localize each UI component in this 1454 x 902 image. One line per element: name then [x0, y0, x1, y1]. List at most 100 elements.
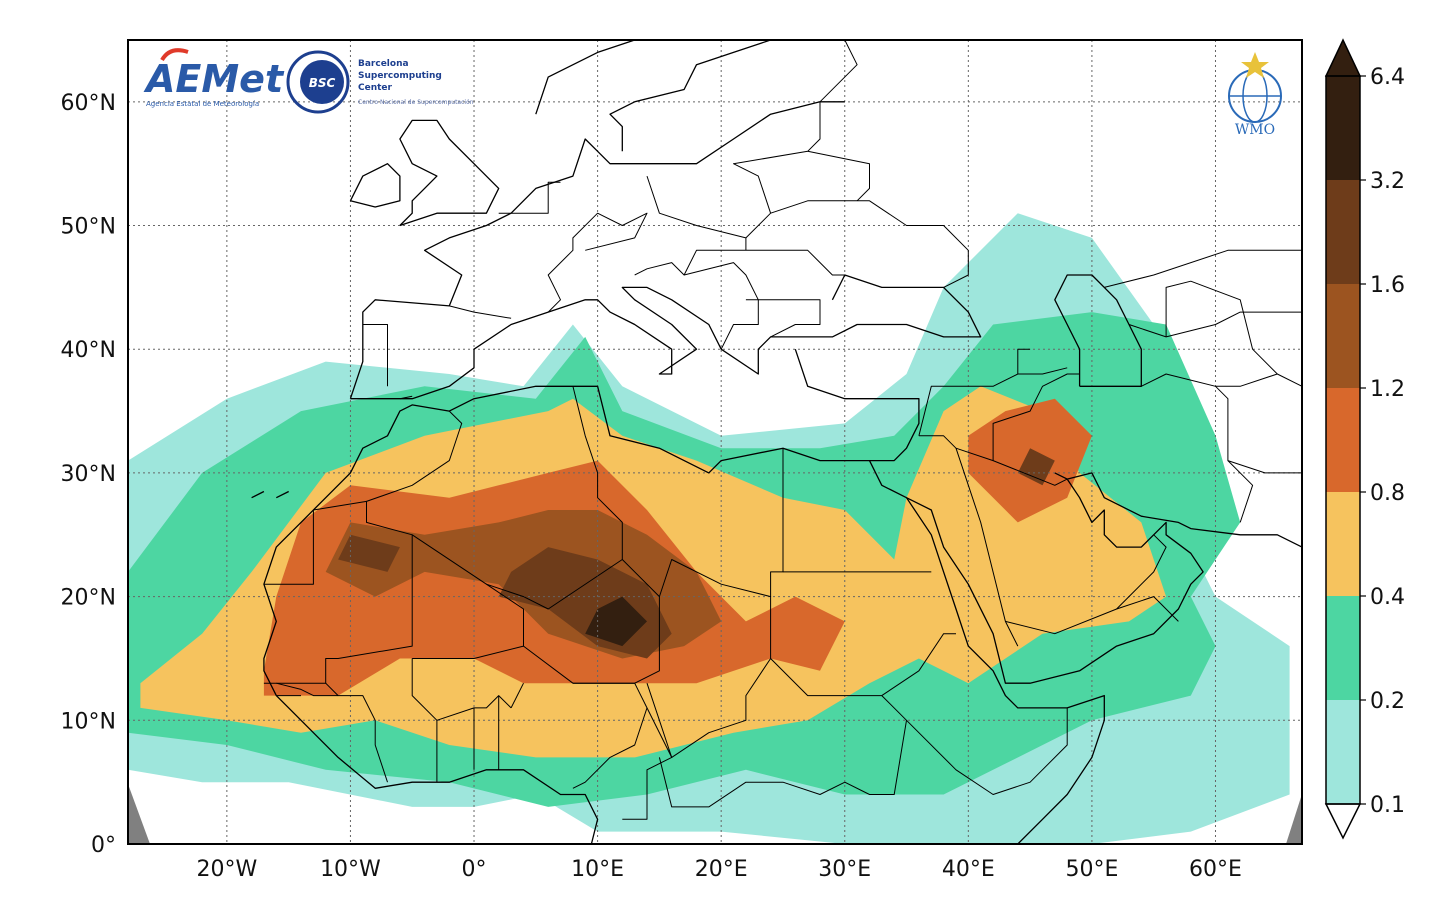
dust-region-level-5	[1017, 448, 1055, 486]
lon-tick-label: 20°E	[695, 857, 748, 882]
coastline	[276, 490, 289, 499]
coastline	[349, 163, 401, 208]
coastline	[349, 101, 845, 399]
bsc-line4: Centro Nacional de Supercomputación	[358, 99, 474, 106]
country-border	[1165, 280, 1278, 375]
coastline	[251, 490, 265, 499]
dust-region-level-5	[338, 534, 400, 572]
aemet-logo-text: AEMet	[143, 57, 285, 101]
colorbar-outline	[1325, 75, 1361, 805]
colorbar-segment	[1326, 76, 1360, 180]
colorbar-label: 3.2	[1370, 169, 1405, 194]
lat-tick-label: 20°N	[61, 586, 116, 611]
bsc-line1: Barcelona	[358, 59, 409, 69]
colorbar-labels: 0.1 0.2 0.4 0.8 1.2 1.6 3.2 6.4	[1370, 65, 1405, 818]
wmo-star-icon	[1241, 52, 1269, 78]
country-border	[807, 150, 870, 202]
colorbar-extend-bottom	[1324, 803, 1362, 840]
country-border	[646, 175, 747, 251]
dust-region-level-6	[585, 596, 647, 647]
graticule-grid	[128, 40, 1302, 844]
country-border	[955, 448, 1019, 647]
lon-tick-label: 0°	[462, 857, 487, 882]
no-data-corners	[128, 784, 1302, 844]
lon-tick-label: 10°W	[320, 857, 381, 882]
map-border	[127, 39, 1303, 845]
lon-tick-label: 10°E	[571, 857, 624, 882]
coastline	[263, 348, 920, 844]
lon-tick-label: 30°E	[818, 857, 871, 882]
country-border	[510, 682, 524, 709]
country-border	[523, 559, 660, 684]
country-border	[362, 324, 388, 387]
colorbar-segment	[1326, 492, 1360, 596]
no-data-corner-right	[1286, 794, 1302, 844]
colorbar-label: 0.1	[1370, 793, 1405, 818]
country-border	[1116, 534, 1167, 610]
lat-tick-label: 40°N	[61, 338, 116, 363]
country-border	[1128, 311, 1302, 338]
colorbar-segment	[1326, 388, 1360, 492]
colorbar-label: 0.4	[1370, 585, 1405, 610]
colorbar-segment	[1326, 700, 1360, 804]
country-border	[918, 435, 1068, 486]
country-border	[1215, 373, 1302, 387]
country-border	[992, 373, 1080, 461]
country-border	[572, 682, 648, 789]
wmo-logo: WMO	[1228, 52, 1282, 138]
colorbar-label: 0.8	[1370, 481, 1405, 506]
aemet-logo: AEMet Agencia Estatal de Meteorología	[143, 48, 285, 108]
country-border	[399, 395, 413, 400]
country-border	[683, 249, 845, 276]
bsc-line2: Supercomputing	[358, 71, 442, 81]
country-border	[1104, 249, 1302, 288]
no-data-corner-left	[128, 784, 150, 844]
country-border	[486, 386, 623, 610]
colorbar-label: 0.2	[1370, 689, 1405, 714]
country-border	[745, 299, 821, 338]
colorbar-segment	[1326, 284, 1360, 388]
country-border	[1227, 460, 1302, 474]
lat-tick-label: 0°	[91, 833, 116, 858]
colorbar-segment	[1326, 596, 1360, 700]
bsc-disc-icon	[300, 60, 344, 104]
colorbar	[1324, 38, 1366, 840]
country-border	[276, 682, 339, 697]
country-border	[906, 707, 1068, 795]
country-border	[1141, 373, 1254, 523]
aemet-logo-subtitle: Agencia Estatal de Meteorología	[146, 100, 259, 108]
coastline	[399, 119, 500, 227]
map-panel	[127, 39, 1303, 845]
country-border	[622, 707, 673, 820]
country-border	[325, 682, 388, 783]
bsc-badge: BSC	[309, 76, 336, 90]
coastline	[535, 40, 635, 115]
dust-concentration-layer	[128, 213, 1290, 844]
coastline	[1054, 472, 1068, 480]
aemet-swoosh-icon	[160, 48, 189, 62]
colorbar-extend-top	[1324, 38, 1362, 77]
country-border	[646, 559, 772, 758]
lon-tick-label: 60°E	[1189, 857, 1242, 882]
country-border	[881, 633, 956, 697]
latitude-tick-labels: 0° 10°N 20°N 30°N 40°N 50°N 60°N	[61, 91, 116, 858]
bsc-logo: BSC Barcelona Supercomputing Center Cent…	[286, 50, 474, 114]
colorbar-segment	[1326, 180, 1360, 284]
country-border	[411, 534, 524, 659]
country-border	[449, 305, 512, 319]
coastline	[906, 472, 1302, 684]
wmo-logo-text: WMO	[1235, 122, 1275, 138]
country-border	[819, 40, 858, 103]
country-border	[634, 262, 759, 350]
lat-tick-label: 30°N	[61, 462, 116, 487]
colorbar-label: 1.2	[1370, 377, 1405, 402]
lon-tick-label: 20°W	[196, 857, 257, 882]
country-border	[366, 410, 463, 502]
lat-tick-label: 10°N	[61, 709, 116, 734]
country-border	[547, 212, 648, 313]
country-border	[498, 181, 561, 214]
colorbar-label: 1.6	[1370, 273, 1405, 298]
coastline	[609, 40, 771, 152]
bsc-ring-icon	[286, 50, 350, 114]
